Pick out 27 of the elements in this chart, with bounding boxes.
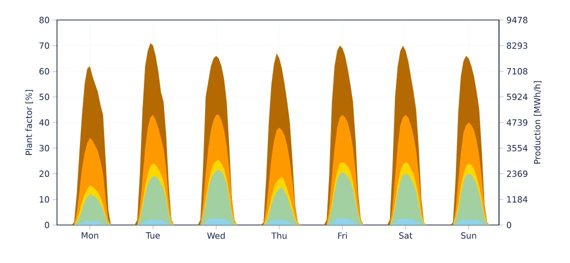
- y2-tick-label: 8293: [506, 42, 528, 49]
- x-tick-label: Fri: [338, 232, 347, 239]
- y-axis-title: Plant factor [%]: [25, 90, 34, 155]
- x-tick-label: Wed: [207, 232, 225, 239]
- y-tick-label: 60: [39, 68, 50, 74]
- y2-tick-label: 7108: [507, 68, 528, 74]
- y-tick-label: 80: [39, 16, 50, 24]
- y-tick-label: 50: [40, 94, 50, 100]
- y-tick-label: 40: [39, 119, 50, 126]
- y2-tick-label: 9478: [506, 16, 528, 24]
- x-tick-label: Mon: [82, 232, 98, 239]
- y-tick-label: 10: [40, 196, 50, 203]
- y2-tick-label: 1184: [507, 196, 528, 203]
- y2-tick-label: 3554: [506, 144, 528, 152]
- x-tick-label: Sun: [461, 232, 476, 239]
- y-tick-label: 30: [40, 144, 50, 152]
- y2-tick-label: 2369: [506, 170, 528, 177]
- x-tick-label: Thu: [271, 232, 287, 239]
- y-tick-label: 20: [40, 170, 50, 177]
- y2-tick-label: 4739: [506, 119, 528, 126]
- y2-axis-title: Production [MWh/h]: [534, 81, 542, 164]
- y2-tick-label: 5924: [506, 94, 528, 100]
- x-tick-label: Tue: [146, 232, 160, 239]
- x-tick-label: Sat: [399, 232, 412, 239]
- y2-tick-label: 0: [506, 222, 512, 228]
- y-tick-label: 0: [44, 222, 50, 228]
- y-tick-label: 70: [40, 42, 50, 49]
